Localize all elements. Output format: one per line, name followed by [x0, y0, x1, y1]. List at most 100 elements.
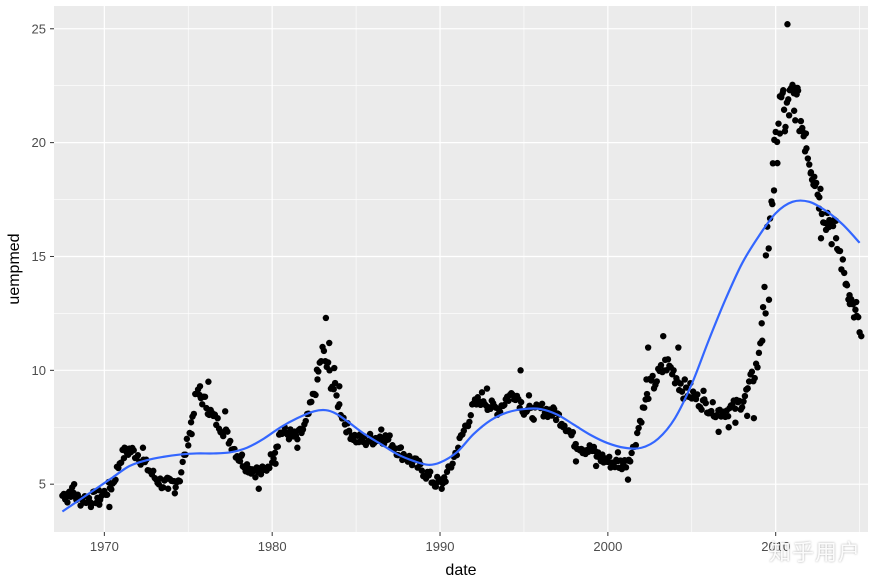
data-point — [678, 388, 686, 395]
data-point — [811, 173, 818, 180]
data-point — [744, 385, 751, 392]
y-tick-label: 15 — [32, 249, 46, 264]
data-point — [70, 480, 78, 488]
data-point — [103, 491, 111, 498]
data-point — [829, 222, 837, 230]
data-point — [675, 344, 682, 351]
x-tick-label: 1970 — [90, 539, 119, 554]
data-point — [645, 395, 652, 402]
y-axis-ticks: 5 10 15 20 25 — [32, 21, 54, 492]
data-point — [449, 460, 456, 467]
data-point — [272, 460, 279, 467]
data-point — [572, 458, 580, 465]
data-point — [330, 386, 337, 393]
data-point — [644, 344, 652, 351]
data-point — [762, 252, 770, 259]
scatter-points — [59, 21, 865, 511]
data-point — [790, 107, 798, 114]
data-point — [653, 378, 661, 385]
y-axis-title: uempmed — [6, 233, 23, 304]
data-point — [418, 467, 426, 474]
data-point — [112, 476, 119, 484]
x-tick-label: 2010 — [761, 539, 790, 554]
x-axis-ticks: 1970 1980 1990 2000 2010 — [90, 532, 790, 554]
data-point — [431, 483, 439, 490]
data-point — [150, 467, 157, 475]
data-point — [252, 474, 259, 481]
data-point — [755, 349, 763, 357]
data-point — [614, 449, 622, 456]
smooth-trend-line — [61, 199, 861, 513]
data-point — [700, 387, 707, 395]
data-point — [670, 367, 677, 374]
data-point — [320, 347, 328, 355]
data-point — [238, 451, 246, 458]
data-point — [816, 194, 823, 201]
data-point — [179, 458, 186, 466]
data-point — [224, 428, 231, 435]
data-point — [345, 427, 353, 435]
data-point — [709, 399, 716, 406]
data-point — [657, 361, 665, 369]
data-point — [501, 401, 508, 409]
y-tick-label: 10 — [32, 363, 46, 378]
data-point — [759, 337, 766, 344]
data-point — [525, 392, 533, 399]
data-point — [483, 385, 491, 392]
data-point — [572, 440, 579, 448]
data-point — [178, 469, 185, 476]
data-point — [606, 453, 613, 460]
data-point — [784, 21, 791, 28]
data-point — [442, 478, 449, 485]
data-point — [817, 235, 825, 242]
data-point — [807, 169, 815, 176]
data-point — [322, 314, 330, 322]
watermark: 知乎用户 — [768, 541, 861, 566]
data-point — [785, 112, 793, 119]
data-point — [336, 401, 343, 408]
data-point — [813, 179, 820, 187]
data-point — [214, 414, 221, 422]
data-point — [732, 419, 739, 426]
data-point — [622, 464, 630, 471]
data-point — [550, 405, 558, 413]
data-point — [817, 185, 824, 193]
data-point — [378, 426, 385, 433]
data-point — [331, 364, 338, 372]
data-point — [743, 412, 751, 420]
data-point — [478, 389, 486, 396]
data-point — [754, 364, 761, 371]
data-point — [776, 130, 784, 137]
data-point — [324, 359, 332, 366]
data-point — [299, 426, 307, 433]
data-point — [183, 435, 191, 443]
data-point — [765, 245, 772, 252]
data-point — [769, 160, 777, 167]
data-point — [312, 391, 319, 399]
data-point — [538, 400, 546, 407]
data-point — [649, 372, 656, 380]
data-point — [641, 404, 648, 411]
data-point — [205, 378, 212, 385]
data-point — [762, 310, 769, 317]
data-point — [505, 397, 512, 404]
data-point — [724, 413, 732, 420]
data-point — [839, 256, 847, 263]
data-point — [780, 87, 787, 94]
data-point — [794, 84, 801, 92]
data-point — [64, 499, 71, 506]
data-point — [638, 419, 645, 426]
x-tick-label: 1980 — [258, 539, 287, 554]
data-point — [852, 306, 859, 313]
data-point — [164, 485, 172, 492]
data-point — [159, 484, 167, 491]
data-point — [315, 368, 322, 375]
minor-gridlines — [54, 6, 868, 532]
data-point — [846, 291, 853, 299]
data-point — [741, 392, 749, 400]
data-point — [308, 398, 315, 406]
data-point — [134, 452, 142, 459]
data-point — [761, 283, 768, 291]
data-point — [294, 444, 301, 451]
